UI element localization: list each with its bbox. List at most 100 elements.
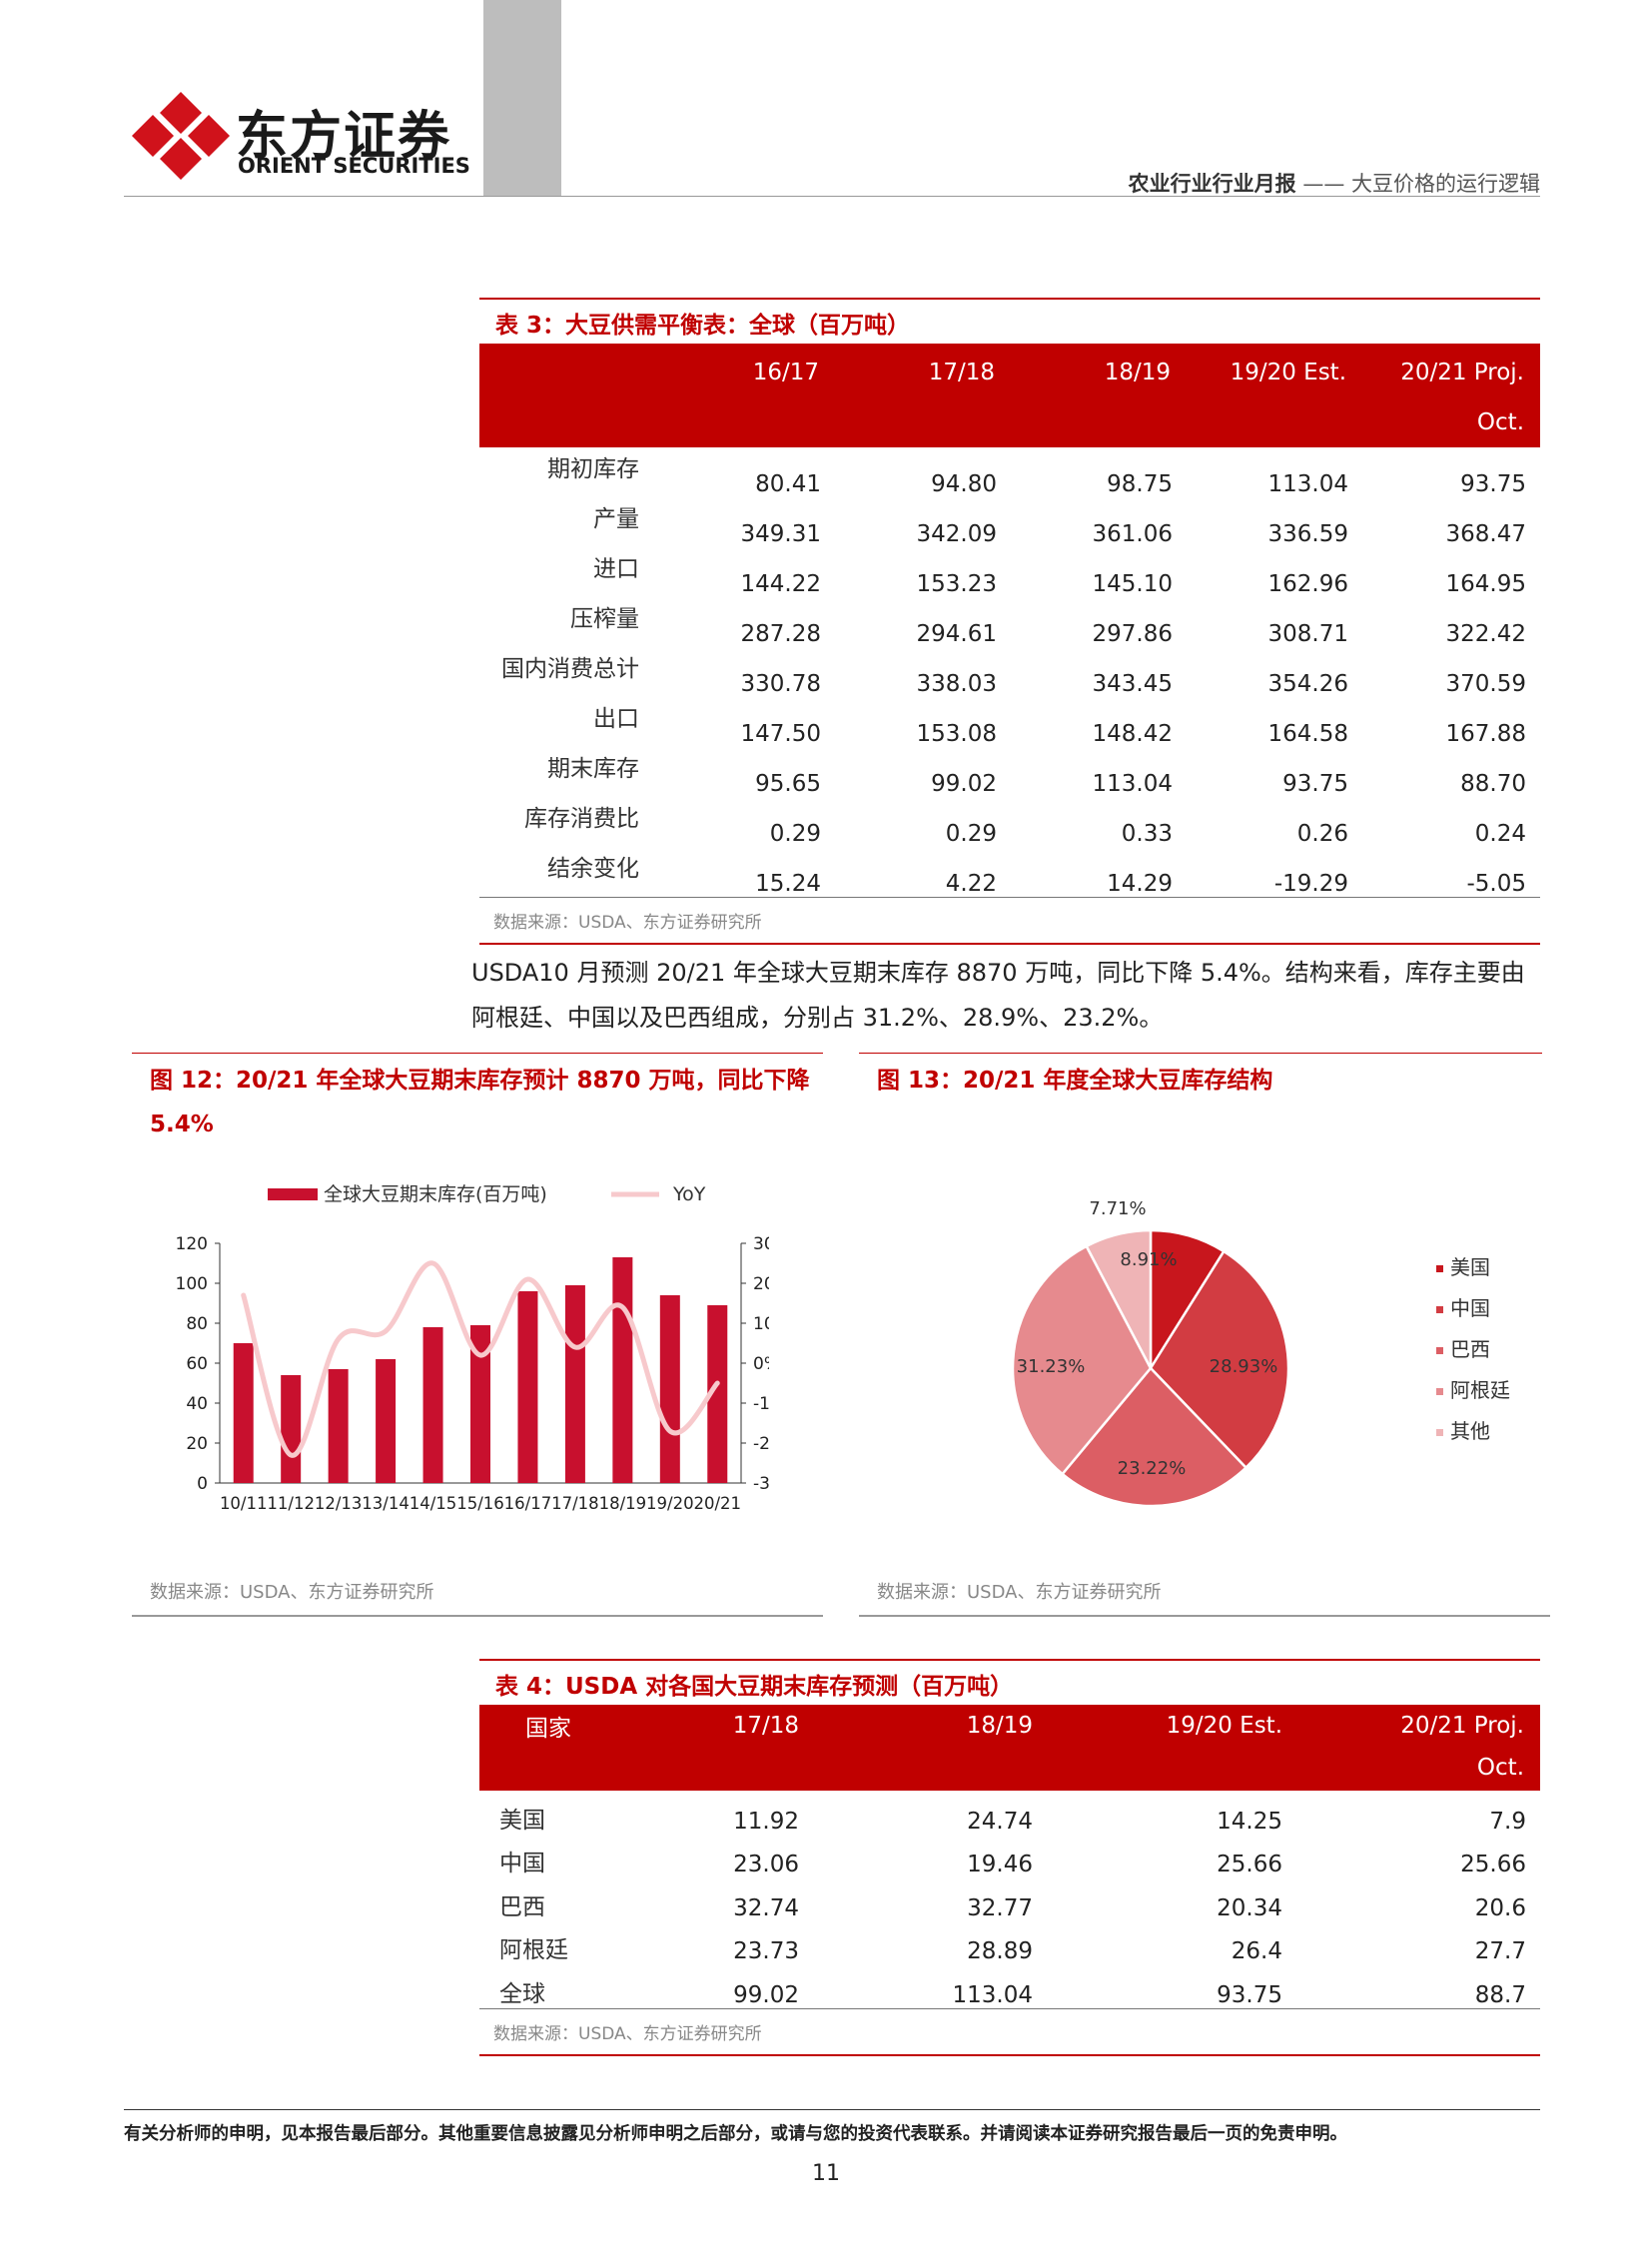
y-tick-label-right: -30%	[753, 1474, 769, 1494]
table-row: 美国 11.92 24.74 14.25 7.9	[479, 1791, 1540, 1835]
figure-12-source: 数据来源：USDA、东方证券研究所	[150, 1578, 433, 1604]
report-type: 农业行业行业月报	[1129, 172, 1296, 196]
table-row: 产量 349.31 342.09 361.06 336.59 368.47	[479, 497, 1540, 547]
legend-label-stock: 全球大豆期末库存(百万吨)	[324, 1183, 547, 1205]
table-4-source: 数据来源：USDA、东方证券研究所	[479, 2008, 1540, 2056]
bar	[660, 1295, 680, 1483]
legend-label: 巴西	[1450, 1337, 1490, 1361]
legend-swatch	[1436, 1429, 1443, 1436]
bar	[234, 1343, 254, 1483]
y-tick-label-left: 0	[197, 1474, 208, 1494]
cell-value: 27.7	[1336, 1921, 1540, 1965]
legend-swatch	[1436, 1347, 1443, 1354]
x-tick-label: 15/16	[456, 1494, 504, 1513]
cell-value: 144.22	[659, 547, 835, 597]
cell-value: 368.47	[1362, 497, 1540, 547]
table-row: 结余变化 15.24 4.22 14.29 -19.29 -5.05	[479, 847, 1540, 897]
cell-value: 88.7	[1336, 1964, 1540, 2008]
table-row: 阿根廷 23.73 28.89 26.4 27.7	[479, 1921, 1540, 1965]
y-tick-label-left: 80	[186, 1314, 208, 1334]
row-label: 期末库存	[479, 747, 659, 797]
cell-value: 342.09	[835, 497, 1011, 547]
legend-label: 美国	[1450, 1255, 1490, 1279]
bar	[517, 1291, 537, 1483]
figure-13-chart: 8.91%28.93%23.22%31.23%7.71%美国中国巴西阿根廷其他	[959, 1176, 1538, 1526]
cell-value: 19.46	[853, 1835, 1087, 1878]
cell-value: 93.75	[1187, 747, 1362, 797]
table-4-col-header: 20/21 Proj.	[1336, 1705, 1524, 1747]
cell-value: 349.31	[659, 497, 835, 547]
cell-value: 145.10	[1011, 547, 1187, 597]
legend-swatch	[1436, 1265, 1443, 1272]
row-label: 结余变化	[479, 847, 659, 897]
legend-label: 中国	[1450, 1296, 1490, 1320]
cell-value: 25.66	[1087, 1835, 1336, 1878]
row-label: 全球	[479, 1964, 619, 2008]
y-tick-label-left: 40	[186, 1394, 208, 1414]
bar	[565, 1285, 585, 1483]
cell-value: 32.77	[853, 1877, 1087, 1921]
footer-disclaimer: 有关分析师的申明，见本报告最后部分。其他重要信息披露见分析师申明之后部分，或请与…	[124, 2109, 1540, 2145]
legend-swatch	[1436, 1388, 1443, 1395]
table-3-corner	[479, 344, 659, 447]
cell-value: 99.02	[619, 1964, 853, 2008]
table-4-col-header-last: 20/21 Proj. Oct.	[1336, 1705, 1540, 1791]
table-3-body: 期初库存 80.41 94.80 98.75 113.04 93.75 产量 349.31 34…	[479, 447, 1540, 897]
row-label: 中国	[479, 1835, 619, 1878]
pie-value-label: 31.23%	[1017, 1356, 1086, 1377]
cell-value: 32.74	[619, 1877, 853, 1921]
table-row: 压榨量 287.28 294.61 297.86 308.71 322.42	[479, 597, 1540, 647]
cell-value: 20.34	[1087, 1877, 1336, 1921]
y-tick-label-left: 100	[176, 1274, 208, 1294]
cell-value: 95.65	[659, 747, 835, 797]
cell-value: 26.4	[1087, 1921, 1336, 1965]
cell-value: 113.04	[1187, 447, 1362, 497]
cell-value: 153.08	[835, 697, 1011, 747]
report-title: —— 大豆价格的运行逻辑	[1302, 172, 1540, 196]
cell-value: 361.06	[1011, 497, 1187, 547]
cell-value: 164.58	[1187, 697, 1362, 747]
y-tick-label-left: 60	[186, 1354, 208, 1374]
row-label: 巴西	[479, 1877, 619, 1921]
cell-value: 0.33	[1011, 797, 1187, 847]
cell-value: 164.95	[1362, 547, 1540, 597]
figure-12-top-rule	[132, 1053, 823, 1054]
figure-12-bottom-rule	[132, 1615, 823, 1617]
bar	[281, 1375, 301, 1483]
table-3-col-header: 20/21 Proj.	[1362, 348, 1524, 397]
legend-swatch-stock	[268, 1188, 318, 1200]
table-4-col-header: 19/20 Est.	[1087, 1705, 1336, 1791]
cell-value: 23.06	[619, 1835, 853, 1878]
cell-value: 287.28	[659, 597, 835, 647]
cell-value: 15.24	[659, 847, 835, 897]
table-3: 表 3：大豆供需平衡表：全球（百万吨） 16/17 17/18 18/19 19…	[479, 298, 1540, 945]
bar	[423, 1327, 443, 1483]
legend-label: 其他	[1450, 1419, 1490, 1443]
table-3-col-header-last: 20/21 Proj. Oct.	[1362, 344, 1540, 447]
x-tick-label: 11/12	[267, 1494, 315, 1513]
cell-value: 297.86	[1011, 597, 1187, 647]
cell-value: 343.45	[1011, 647, 1187, 697]
bar	[329, 1369, 349, 1483]
row-label: 进口	[479, 547, 659, 597]
y-tick-label-right: -20%	[753, 1434, 769, 1454]
x-tick-label: 17/18	[551, 1494, 599, 1513]
table-4: 表 4：USDA 对各国大豆期末库存预测（百万吨） 国家 17/18 18/19…	[479, 1659, 1540, 2056]
legend-swatch	[1436, 1306, 1443, 1313]
orient-securities-logo	[124, 88, 238, 184]
table-3-col-header: 19/20 Est.	[1187, 344, 1362, 447]
y-tick-label-right: -10%	[753, 1394, 769, 1414]
table-4-col-header: 17/18	[619, 1705, 853, 1791]
cell-value: 294.61	[835, 597, 1011, 647]
figure-13-title: 图 13：20/21 年度全球大豆库存结构	[877, 1059, 1536, 1103]
y-tick-label-left: 20	[186, 1434, 208, 1454]
table-row: 中国 23.06 19.46 25.66 25.66	[479, 1835, 1540, 1878]
row-label: 库存消费比	[479, 797, 659, 847]
y-tick-label-right: 30%	[753, 1234, 769, 1254]
table-3-header-row: 16/17 17/18 18/19 19/20 Est. 20/21 Proj.…	[479, 344, 1540, 447]
cell-value: 148.42	[1011, 697, 1187, 747]
cell-value: 147.50	[659, 697, 835, 747]
cell-value: 14.25	[1087, 1791, 1336, 1835]
row-label: 压榨量	[479, 597, 659, 647]
header-gray-block	[483, 0, 561, 196]
